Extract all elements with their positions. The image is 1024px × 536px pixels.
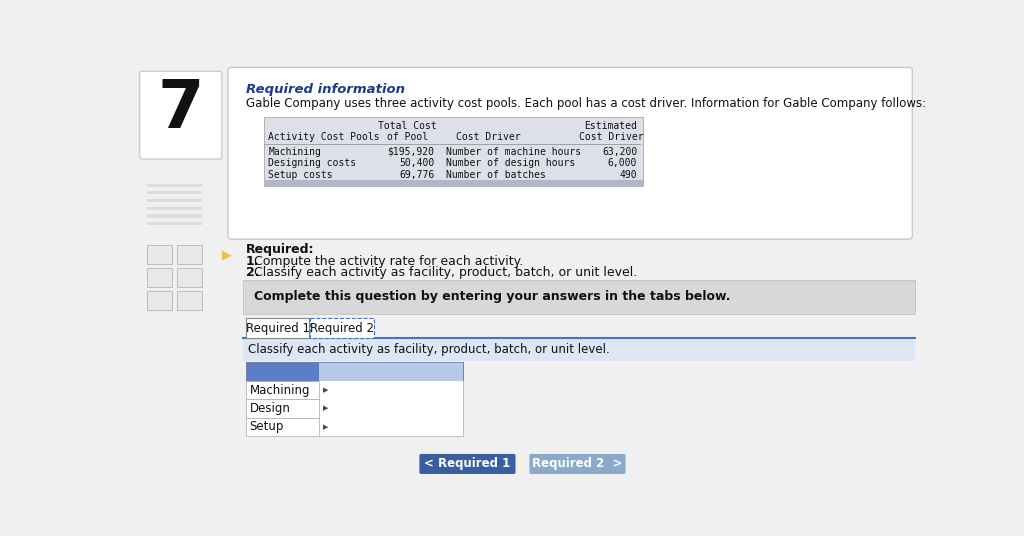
Bar (243, 339, 915, 361)
Text: Gable Company uses three activity cost pools. Each pool has a cost driver. Infor: Gable Company uses three activity cost p… (246, 96, 926, 110)
Bar (246, 362, 463, 381)
Text: Machining: Machining (268, 147, 322, 157)
Text: Setup costs: Setup costs (268, 170, 333, 180)
FancyBboxPatch shape (228, 68, 912, 239)
Bar (246, 318, 309, 338)
Text: ▶: ▶ (323, 424, 328, 430)
Text: Required:: Required: (246, 243, 314, 256)
Text: Required 1: Required 1 (246, 322, 309, 335)
Text: Setup: Setup (250, 420, 284, 434)
Text: ▶: ▶ (222, 249, 232, 262)
Bar (147, 214, 202, 218)
Bar (177, 269, 202, 287)
Text: 7: 7 (158, 76, 204, 142)
Text: Designing costs: Designing costs (268, 158, 356, 168)
Text: 490: 490 (620, 170, 637, 180)
Bar (246, 418, 463, 436)
Text: Machining: Machining (250, 384, 310, 397)
Bar (246, 399, 463, 418)
Bar (263, 180, 643, 186)
Text: Complete this question by entering your answers in the tabs below.: Complete this question by entering your … (254, 291, 730, 303)
Bar (147, 191, 202, 195)
Text: Cost Driver: Cost Driver (579, 132, 643, 142)
Text: Compute the activity rate for each activity.: Compute the activity rate for each activ… (254, 255, 523, 267)
Bar (147, 245, 172, 264)
Text: of Pool: of Pool (387, 132, 428, 142)
Text: Estimated: Estimated (585, 121, 637, 131)
Text: Classify each activity as facility, product, batch, or unit level.: Classify each activity as facility, prod… (254, 266, 638, 279)
Bar (246, 362, 463, 381)
Bar (177, 245, 202, 264)
Text: Cost Driver: Cost Driver (456, 132, 520, 142)
Bar (319, 418, 463, 436)
Bar (319, 381, 463, 399)
Bar (147, 292, 172, 310)
Bar (177, 292, 202, 310)
Text: 50,400: 50,400 (399, 158, 434, 168)
Bar (147, 269, 172, 287)
Text: Number of batches: Number of batches (445, 170, 546, 180)
Text: 1.: 1. (246, 255, 259, 267)
Text: 6,000: 6,000 (608, 158, 637, 168)
FancyBboxPatch shape (420, 454, 515, 474)
Text: Number of design hours: Number of design hours (445, 158, 575, 168)
Bar (246, 381, 463, 399)
Text: Design: Design (250, 402, 291, 415)
Text: Total Cost: Total Cost (379, 121, 437, 131)
Text: $195,920: $195,920 (387, 147, 434, 157)
Text: Required information: Required information (246, 83, 404, 96)
Text: 2.: 2. (246, 266, 259, 279)
Text: Required 2  >: Required 2 > (532, 457, 623, 471)
Bar (310, 318, 374, 338)
Bar (147, 207, 202, 210)
Bar (319, 399, 463, 418)
Text: ▶: ▶ (323, 387, 328, 393)
Text: Activity Cost Pools: Activity Cost Pools (268, 132, 380, 142)
Bar (147, 184, 202, 187)
FancyBboxPatch shape (139, 71, 222, 159)
Text: ▶: ▶ (323, 406, 328, 412)
Text: 63,200: 63,200 (602, 147, 637, 157)
Bar (147, 222, 202, 225)
Bar (319, 362, 463, 381)
FancyBboxPatch shape (529, 454, 626, 474)
Text: Required 2: Required 2 (310, 322, 374, 335)
Text: < Required 1: < Required 1 (424, 457, 511, 471)
Text: Classify each activity as facility, product, batch, or unit level.: Classify each activity as facility, prod… (248, 344, 610, 356)
Bar (147, 199, 202, 202)
Bar (243, 280, 915, 314)
Text: Number of machine hours: Number of machine hours (445, 147, 581, 157)
Bar (263, 117, 643, 186)
Text: 69,776: 69,776 (399, 170, 434, 180)
